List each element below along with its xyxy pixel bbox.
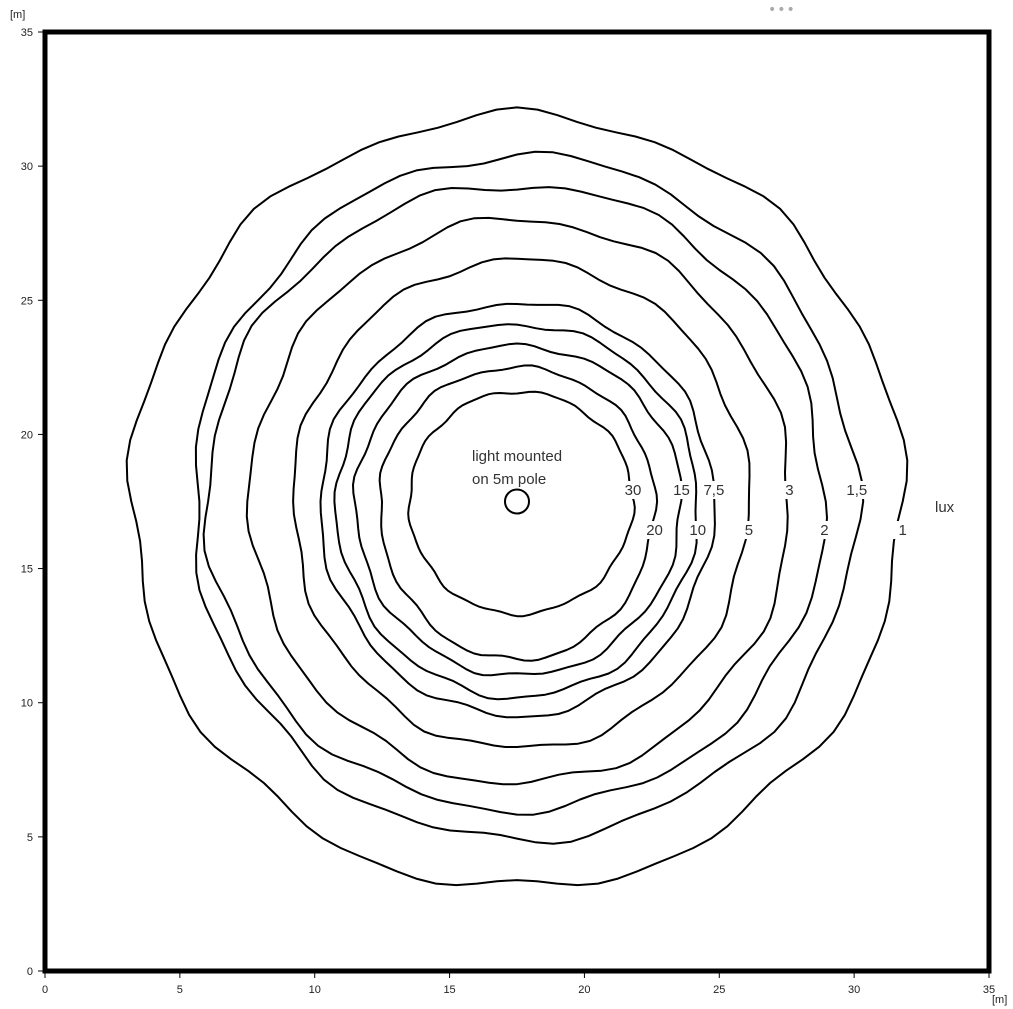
contour-line	[292, 257, 751, 748]
contour-line	[352, 342, 684, 677]
unit-label-lux: lux	[935, 499, 955, 516]
y-tick-label: 35	[21, 27, 33, 39]
contour-label-bg	[735, 521, 762, 539]
y-tick-label: 25	[21, 295, 33, 307]
contour-line	[194, 150, 865, 845]
contour-line	[319, 302, 716, 719]
contour-label-bg	[700, 481, 727, 499]
x-tick-label: 35	[983, 984, 995, 996]
x-tick-label: 30	[848, 984, 860, 996]
x-axis-unit: [m]	[992, 994, 1007, 1006]
x-tick-label: 20	[578, 984, 590, 996]
contour-line	[407, 390, 636, 618]
contour-label-bg	[843, 481, 870, 499]
x-tick-label: 15	[443, 984, 455, 996]
contour-label: 5	[745, 522, 753, 539]
contour-label-bg	[684, 521, 711, 539]
source-label-line1: light mounted	[472, 448, 562, 465]
contour-line	[378, 364, 659, 662]
y-tick-label: 30	[21, 161, 33, 173]
plot-frame	[42, 29, 992, 974]
light-source-marker	[504, 488, 530, 515]
contour-label-bg	[889, 521, 916, 539]
contour-label: 30	[625, 482, 642, 499]
y-tick-label: 0	[27, 966, 33, 978]
contour-lines	[125, 106, 909, 887]
contour-label: 2	[820, 522, 828, 539]
contour-label-bg	[811, 521, 838, 539]
contour-line	[333, 323, 698, 701]
contour-label: 10	[689, 522, 706, 539]
contour-label-bg	[619, 481, 646, 499]
y-tick-label: 5	[27, 832, 33, 844]
x-tick-label: 0	[42, 984, 48, 996]
contour-label: 20	[646, 522, 663, 539]
contour-line	[245, 216, 789, 786]
y-tick-label: 15	[21, 564, 33, 576]
contour-label-bg	[668, 481, 695, 499]
contour-label: 1,5	[846, 482, 867, 499]
more-horizontal-icon[interactable]: •••	[768, 2, 796, 18]
y-axis-unit: [m]	[10, 9, 25, 21]
x-tick-label: 10	[309, 984, 321, 996]
contour-label-bg	[776, 481, 803, 499]
x-tick-label: 5	[177, 984, 183, 996]
y-tick-label: 20	[21, 429, 33, 441]
annotations: light mounted on 5m pole lux	[472, 448, 955, 516]
x-tick-label: 25	[713, 984, 725, 996]
contour-label: 15	[673, 482, 690, 499]
y-tick-label: 10	[21, 698, 33, 710]
contour-label-bg	[641, 521, 668, 539]
contour-labels: 1 1,5 2 3 5 7,5 10 15 20 30	[619, 481, 916, 539]
contour-line	[125, 106, 909, 887]
contour-label: 1	[899, 522, 907, 539]
contour-line	[202, 186, 828, 816]
source-label-line2: on 5m pole	[472, 471, 546, 488]
contour-label: 7,5	[703, 482, 724, 499]
contour-label: 3	[785, 482, 793, 499]
